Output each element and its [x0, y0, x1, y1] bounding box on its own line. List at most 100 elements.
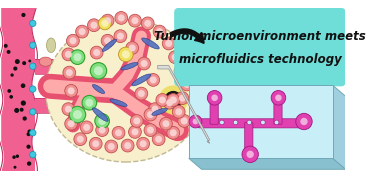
- Circle shape: [76, 25, 88, 38]
- Ellipse shape: [93, 108, 108, 121]
- Circle shape: [165, 40, 172, 47]
- Circle shape: [28, 129, 32, 134]
- Circle shape: [153, 25, 166, 38]
- Circle shape: [26, 145, 31, 149]
- Circle shape: [108, 143, 115, 150]
- Circle shape: [26, 132, 31, 136]
- Circle shape: [90, 63, 107, 79]
- Circle shape: [233, 120, 238, 125]
- Circle shape: [178, 115, 191, 127]
- Circle shape: [135, 87, 148, 100]
- Circle shape: [163, 96, 176, 109]
- Circle shape: [159, 96, 166, 103]
- Circle shape: [83, 124, 90, 131]
- Circle shape: [74, 133, 87, 146]
- Ellipse shape: [110, 99, 127, 107]
- Circle shape: [207, 91, 222, 105]
- Circle shape: [67, 34, 79, 47]
- Ellipse shape: [92, 84, 105, 94]
- Circle shape: [117, 33, 124, 40]
- FancyBboxPatch shape: [198, 119, 301, 128]
- FancyBboxPatch shape: [274, 99, 282, 124]
- Ellipse shape: [39, 57, 52, 66]
- Circle shape: [181, 78, 193, 91]
- Circle shape: [4, 44, 8, 48]
- FancyBboxPatch shape: [174, 8, 345, 86]
- Circle shape: [28, 60, 31, 62]
- Circle shape: [73, 110, 82, 119]
- Circle shape: [193, 119, 198, 124]
- Circle shape: [62, 48, 75, 61]
- Circle shape: [211, 95, 218, 101]
- Circle shape: [132, 17, 138, 24]
- Circle shape: [174, 64, 187, 77]
- Circle shape: [164, 91, 182, 109]
- Circle shape: [7, 50, 11, 54]
- Circle shape: [70, 37, 76, 44]
- Circle shape: [105, 140, 118, 153]
- Circle shape: [167, 126, 180, 139]
- Circle shape: [179, 95, 186, 102]
- Circle shape: [21, 83, 25, 88]
- Circle shape: [29, 42, 36, 49]
- Circle shape: [122, 50, 130, 58]
- Circle shape: [94, 66, 103, 75]
- Circle shape: [144, 124, 157, 136]
- Circle shape: [121, 139, 134, 152]
- Polygon shape: [35, 98, 59, 113]
- Circle shape: [162, 37, 175, 50]
- Circle shape: [172, 54, 178, 61]
- Circle shape: [147, 111, 154, 118]
- Circle shape: [93, 49, 100, 56]
- Circle shape: [129, 14, 141, 27]
- Circle shape: [132, 128, 138, 135]
- Circle shape: [29, 109, 36, 115]
- Circle shape: [14, 108, 19, 113]
- Circle shape: [177, 67, 184, 74]
- Circle shape: [101, 34, 114, 47]
- Circle shape: [274, 120, 279, 125]
- Circle shape: [69, 106, 86, 123]
- Circle shape: [172, 105, 185, 118]
- Circle shape: [23, 116, 27, 121]
- Polygon shape: [158, 65, 210, 143]
- Circle shape: [149, 103, 161, 115]
- Circle shape: [169, 51, 181, 64]
- Circle shape: [21, 13, 26, 17]
- Circle shape: [246, 151, 254, 158]
- Circle shape: [119, 47, 133, 62]
- Circle shape: [12, 155, 16, 159]
- Circle shape: [90, 46, 103, 59]
- Circle shape: [114, 30, 127, 43]
- Polygon shape: [35, 59, 59, 74]
- Circle shape: [181, 117, 188, 124]
- Circle shape: [160, 117, 172, 130]
- Circle shape: [77, 136, 84, 143]
- Circle shape: [138, 90, 145, 97]
- Circle shape: [68, 120, 74, 127]
- Circle shape: [137, 137, 150, 150]
- Circle shape: [66, 69, 73, 76]
- Circle shape: [98, 117, 106, 125]
- Circle shape: [163, 120, 169, 127]
- Circle shape: [126, 42, 139, 54]
- Polygon shape: [189, 158, 345, 169]
- Circle shape: [73, 53, 82, 61]
- Circle shape: [139, 140, 147, 147]
- Polygon shape: [333, 85, 345, 169]
- FancyBboxPatch shape: [210, 99, 218, 124]
- Circle shape: [13, 66, 17, 71]
- Circle shape: [133, 117, 140, 124]
- Circle shape: [63, 66, 76, 79]
- Circle shape: [156, 94, 169, 106]
- Circle shape: [189, 115, 202, 128]
- Circle shape: [15, 59, 20, 64]
- Circle shape: [68, 87, 74, 94]
- Circle shape: [115, 11, 128, 24]
- Circle shape: [62, 103, 75, 115]
- Circle shape: [170, 129, 177, 136]
- FancyArrowPatch shape: [170, 29, 204, 43]
- Text: Tumor microenvironment meets: Tumor microenvironment meets: [154, 30, 366, 43]
- Circle shape: [20, 108, 24, 112]
- Circle shape: [167, 94, 180, 106]
